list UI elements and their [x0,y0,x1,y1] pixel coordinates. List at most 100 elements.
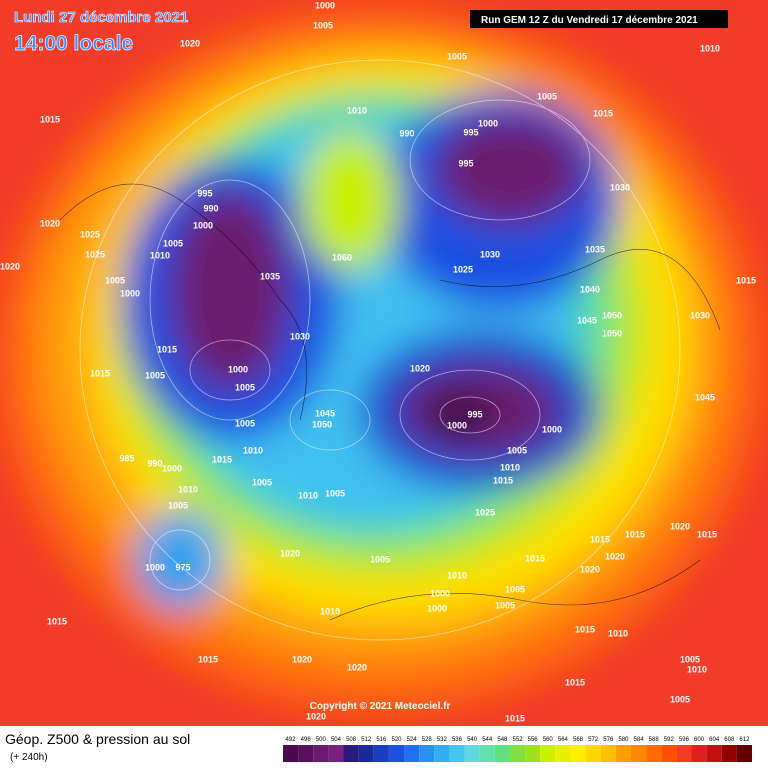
pressure-label: 1050 [602,328,622,338]
pressure-label: 1020 [580,564,600,574]
color-swatch [494,745,510,762]
pressure-label: 1005 [252,477,272,487]
pressure-label: 1015 [593,108,613,118]
pressure-label: 1000 [447,420,467,430]
scale-label: 496 [301,737,312,743]
pressure-label: 1010 [150,250,170,260]
footer-title: Géop. Z500 & pression au sol [5,731,190,747]
pressure-label: 1060 [332,252,352,262]
pressure-label: 1010 [347,105,367,115]
color-swatch [434,745,450,762]
color-swatch [328,745,344,762]
scale-label: 612 [739,737,750,743]
pressure-label: 1015 [697,529,717,539]
color-swatch [570,745,586,762]
pressure-label: 1010 [500,462,520,472]
color-swatch [388,745,405,762]
scale-label: 608 [724,737,735,743]
pressure-label: 1035 [585,244,605,254]
scale-label: 500 [316,737,327,743]
pressure-label: 1050 [312,419,332,429]
pressure-label: 1025 [85,249,105,259]
pressure-label: 985 [119,453,134,463]
scale-label: 544 [482,737,493,743]
color-swatch [373,745,389,762]
pressure-label: 1025 [453,264,473,274]
color-swatch [464,745,480,762]
pressure-label: 1015 [625,529,645,539]
pressure-label: 1010 [298,490,318,500]
scale-label: 492 [286,737,297,743]
color-swatch [419,745,435,762]
pressure-label: 1030 [690,310,710,320]
pressure-label: 1035 [260,271,280,281]
color-swatch [706,745,722,762]
pressure-label: 1015 [40,114,60,124]
pressure-label: 1000 [193,220,213,230]
scale-label: 588 [649,737,660,743]
color-swatch [298,745,314,762]
pressure-label: 1040 [580,284,600,294]
scale-label: 504 [331,737,342,743]
color-swatch [721,745,737,762]
color-swatch [479,745,495,762]
scale-label: 516 [376,737,387,743]
pressure-label: 1010 [447,570,467,580]
pressure-label: 1000 [430,588,450,598]
scale-label: 532 [437,737,448,743]
copyright: Copyright © 2021 Meteociel.fr [310,701,451,712]
pressure-label: 990 [147,458,162,468]
pressure-label: 1020 [347,662,367,672]
color-swatch [525,745,541,762]
scale-label: 580 [618,737,629,743]
scale-label: 576 [603,737,614,743]
pressure-label: 995 [467,409,482,419]
pressure-label: 1010 [320,606,340,616]
scale-label: 552 [512,737,523,743]
pressure-label: 1005 [325,488,345,498]
color-swatch [600,745,616,762]
color-swatch [449,745,465,762]
pressure-label: 990 [203,203,218,213]
scale-label: 600 [694,737,705,743]
scale-label: 584 [634,737,645,743]
pressure-label: 1015 [493,475,513,485]
scale-label: 564 [558,737,569,743]
pressure-label: 1015 [575,624,595,634]
pressure-label: 1000 [542,424,562,434]
pressure-label: 1005 [495,600,515,610]
scale-label: 508 [346,737,357,743]
pressure-label: 990 [399,128,414,138]
footer-lead: (+ 240h) [10,752,48,763]
color-swatch [555,745,571,762]
pressure-label: 1015 [47,616,67,626]
pressure-label: 1000 [315,0,335,10]
pressure-label: 1020 [306,711,326,721]
scale-label: 572 [588,737,599,743]
pressure-label: 1020 [0,261,20,271]
pressure-label: 1010 [178,484,198,494]
color-swatch [404,745,420,762]
pressure-label: 1020 [292,654,312,664]
pressure-label: 1010 [700,43,720,53]
pressure-label: 975 [175,562,190,572]
pressure-label: 1005 [537,91,557,101]
pressure-label: 1005 [505,584,525,594]
scale-label: 524 [407,737,418,743]
pressure-label: 1015 [157,344,177,354]
pressure-label: 1005 [507,445,527,455]
scale-label: 560 [543,737,554,743]
pressure-label: 1005 [105,275,125,285]
color-swatch [691,745,707,762]
scale-label: 512 [361,737,372,743]
pressure-label: 1000 [427,603,447,613]
scale-label: 536 [452,737,463,743]
color-swatch [661,745,677,762]
pressure-label: 1025 [475,507,495,517]
pressure-label: 1005 [370,554,390,564]
color-swatch [343,745,359,762]
pressure-label: 1020 [605,551,625,561]
pressure-label: 1010 [687,664,707,674]
color-swatch [585,745,601,762]
